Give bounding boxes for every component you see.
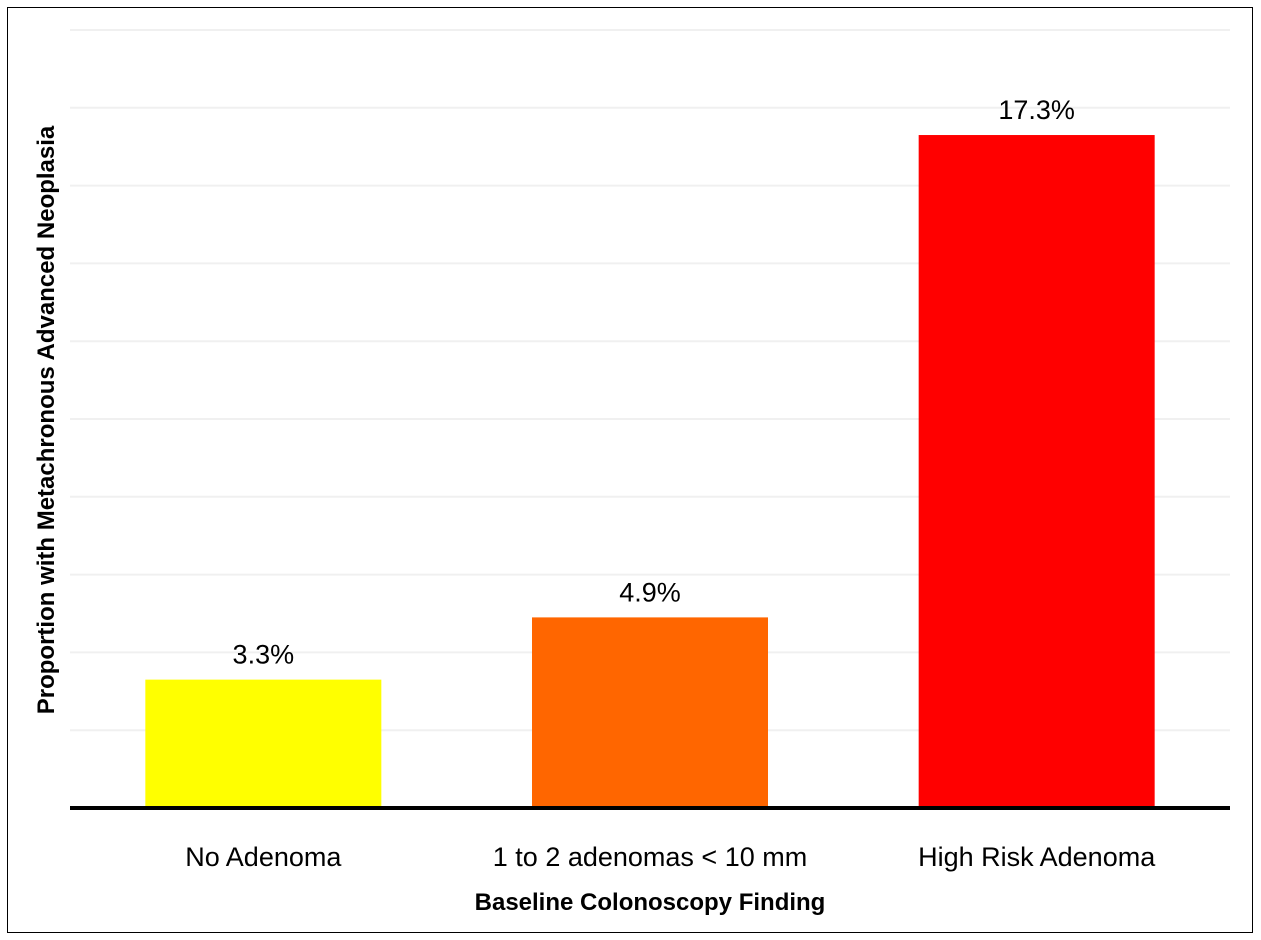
category-label-2: 1 to 2 adenomas < 10 mm bbox=[493, 842, 807, 872]
bar-3 bbox=[918, 135, 1155, 808]
bars bbox=[145, 135, 1155, 808]
data-label-1: 3.3% bbox=[233, 640, 295, 670]
x-axis-title: Baseline Colonoscopy Finding bbox=[475, 889, 826, 916]
data-label-3: 17.3% bbox=[998, 95, 1075, 125]
category-label-3: High Risk Adenoma bbox=[918, 842, 1156, 872]
data-label-2: 4.9% bbox=[619, 577, 681, 607]
data-labels: 3.3% 4.9% 17.3% bbox=[233, 95, 1075, 670]
bar-1 bbox=[145, 679, 382, 808]
category-label-1: No Adenoma bbox=[185, 842, 342, 872]
category-labels: No Adenoma 1 to 2 adenomas < 10 mm High Ri… bbox=[185, 842, 1156, 872]
bar-2 bbox=[532, 617, 768, 808]
y-axis-title: Proportion with Metachronous Advanced Ne… bbox=[33, 125, 60, 714]
